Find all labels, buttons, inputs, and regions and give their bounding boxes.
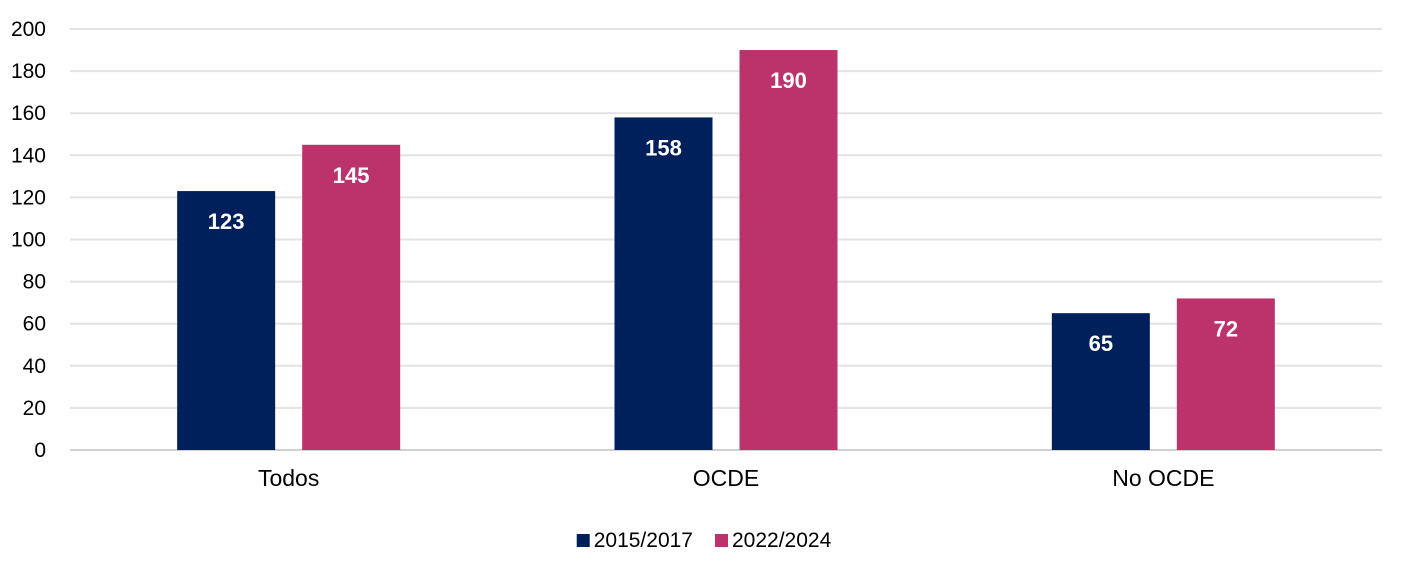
y-tick-label: 20 [23,397,46,420]
bar-no-ocde-2022-2024 [1176,298,1275,450]
bars [177,50,1275,451]
y-tick-label: 160 [11,102,46,125]
data-labels: 123 145 158 190 65 72 [208,68,1238,356]
legend-swatch [715,534,728,547]
legend-label: 2015/2017 [594,529,693,552]
x-category-label: OCDE [693,465,759,491]
y-tick-label: 180 [11,60,46,83]
data-label: 145 [333,163,370,188]
bar-todos-2022-2024 [302,144,401,450]
y-tick-label: 200 [11,18,46,41]
y-tick-label: 120 [11,186,46,209]
gridlines [70,28,1382,451]
x-axis-categories: Todos OCDE No OCDE [258,465,1214,491]
legend-item-2015-2017: 2015/2017 [576,529,693,552]
bar-ocde-2022-2024 [739,50,838,451]
y-tick-label: 40 [23,355,46,378]
legend: 2015/2017 2022/2024 [576,529,832,552]
y-tick-label: 100 [11,229,46,252]
legend-label: 2022/2024 [732,529,832,552]
bar-todos-2015-2017 [177,191,276,450]
y-tick-label: 0 [34,439,46,462]
data-label: 72 [1214,316,1238,341]
legend-swatch [576,534,590,547]
bar-ocde-2015-2017 [614,117,713,450]
y-axis-ticks: 0 20 40 60 80 100 120 140 160 180 200 [11,18,46,462]
y-tick-label: 140 [11,144,46,167]
data-label: 158 [645,135,682,160]
x-category-label: No OCDE [1112,465,1214,491]
bar-no-ocde-2015-2017 [1051,313,1150,450]
data-label: 190 [770,68,807,93]
y-tick-label: 60 [23,313,46,336]
y-tick-label: 80 [23,271,46,294]
data-label: 65 [1089,331,1113,356]
legend-item-2022-2024: 2022/2024 [715,529,832,552]
data-label: 123 [208,209,245,234]
x-category-label: Todos [258,465,319,491]
